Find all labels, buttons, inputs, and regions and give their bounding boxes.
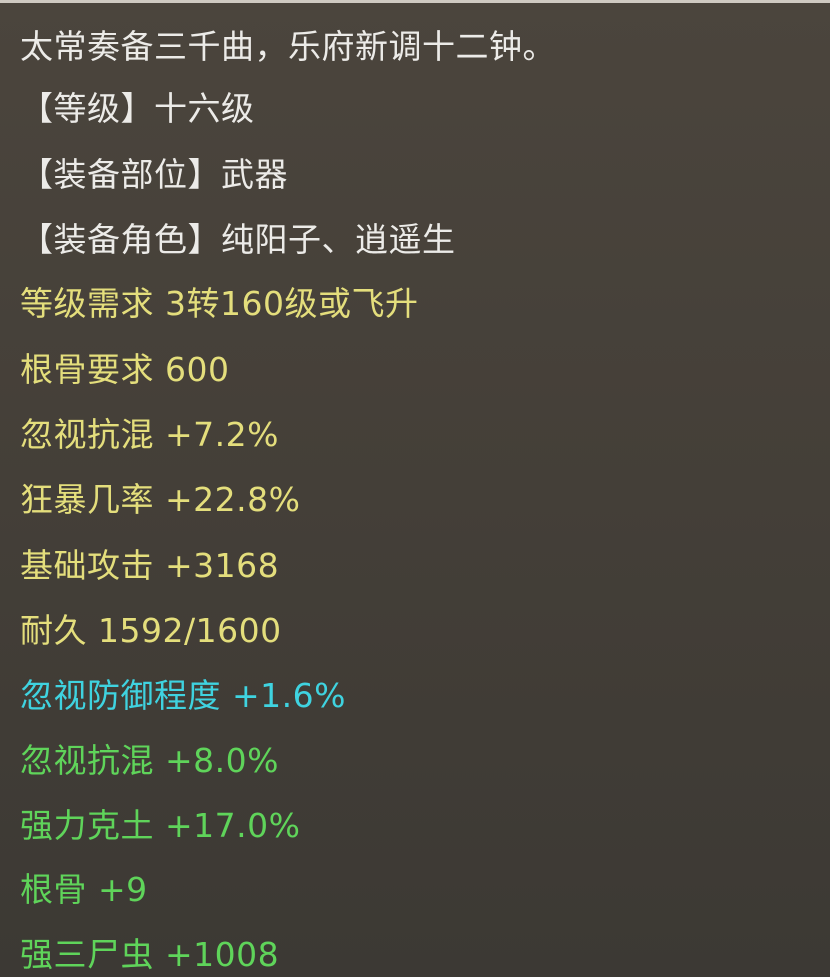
stat-durability: 耐久 1592/1600: [20, 611, 282, 650]
stat-ignore-defense: 忽视防御程度 +1.6%: [20, 676, 346, 715]
item-roles: 【装备角色】纯阳子、逍遥生: [20, 220, 456, 259]
item-level: 【等级】十六级: [20, 89, 255, 128]
bonus-vs-corpse-worm: 强三尸虫 +1008: [20, 935, 280, 974]
stat-level-requirement: 等级需求 3转160级或飞升: [20, 284, 419, 323]
bonus-ignore-chaos-resist: 忽视抗混 +8.0%: [20, 741, 279, 780]
item-slot: 【装备部位】武器: [20, 155, 288, 194]
bonus-earth-damage: 强力克土 +17.0%: [20, 806, 301, 845]
stat-constitution-requirement: 根骨要求 600: [20, 350, 230, 389]
stat-ignore-chaos-resist: 忽视抗混 +7.2%: [20, 415, 279, 454]
item-description: 太常奏备三千曲，乐府新调十二钟。: [20, 27, 556, 66]
stat-crit-rate: 狂暴几率 +22.8%: [20, 480, 301, 519]
bonus-constitution: 根骨 +9: [20, 870, 148, 909]
stat-base-attack: 基础攻击 +3168: [20, 546, 280, 585]
